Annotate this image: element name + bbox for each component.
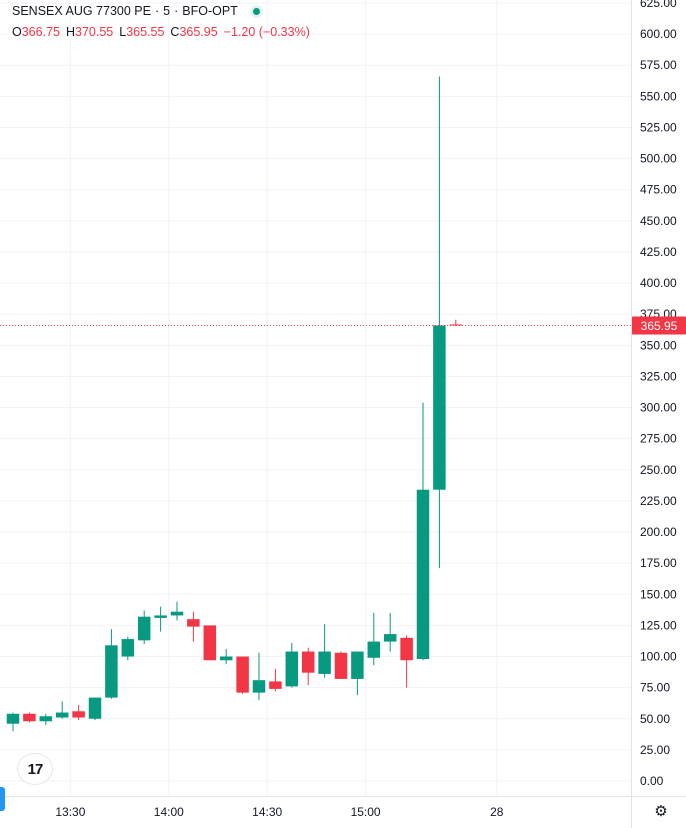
candle-body (39, 716, 53, 722)
candle-body (252, 680, 266, 693)
last-price-label: 365.95 (641, 319, 678, 333)
candle-body (121, 639, 135, 657)
price-tick-label: 475.00 (640, 183, 677, 197)
price-tick-label: 425.00 (640, 245, 677, 259)
price-tick-label: 75.00 (640, 681, 670, 695)
price-tick-label: 150.00 (640, 587, 677, 601)
legend-separator: · (174, 4, 179, 18)
price-tick-label: 50.00 (640, 712, 670, 726)
price-tick-label: 200.00 (640, 525, 677, 539)
candle-body (383, 634, 397, 642)
tradingview-logo-icon[interactable]: 17 (18, 754, 52, 784)
price-tick-label: 500.00 (640, 152, 677, 166)
price-tick-label: 250.00 (640, 463, 677, 477)
time-tick-label: 15:00 (351, 805, 381, 819)
candle-body (301, 651, 315, 673)
candle-body (137, 616, 151, 641)
time-tick-label: 14:00 (154, 805, 184, 819)
price-tick-label: 450.00 (640, 214, 677, 228)
candle-body (6, 713, 20, 724)
price-tick-label: 0.00 (640, 774, 664, 788)
price-tick-label: 125.00 (640, 618, 677, 632)
candle-body (219, 656, 233, 661)
price-tick-label: 300.00 (640, 401, 677, 415)
time-tick-label: 14:30 (252, 805, 282, 819)
candle-body (72, 711, 85, 718)
price-tick-label: 325.00 (640, 369, 677, 383)
price-tick-label: 350.00 (640, 338, 677, 352)
price-tick-label: 625.00 (640, 0, 677, 10)
candle-body (449, 324, 463, 326)
ohlc-high: H370.55 (65, 25, 114, 39)
last-price-badge (632, 316, 686, 335)
candle-body (351, 651, 364, 679)
price-tick-label: 175.00 (640, 556, 677, 570)
price-tick-label: 525.00 (640, 120, 677, 134)
time-tick-label: 28 (490, 805, 504, 819)
ohlc-close: C365.95 (170, 25, 218, 39)
price-change: −1.20 (−0.33%) (223, 25, 310, 39)
candle-body (23, 713, 36, 722)
candle-body (105, 645, 118, 698)
candle-body (170, 611, 184, 616)
price-tick-label: 100.00 (640, 650, 677, 664)
price-tick-label: 550.00 (640, 89, 677, 103)
exchange-label: BFO-OPT (182, 4, 238, 18)
candle-body (203, 625, 217, 661)
left-panel-handle[interactable] (0, 787, 5, 811)
candle-body (269, 681, 282, 689)
legend-separator: · (154, 4, 160, 18)
price-tick-label: 25.00 (640, 743, 670, 757)
candle-body (285, 651, 299, 687)
candle-body (154, 615, 167, 618)
price-tick-label: 225.00 (640, 494, 677, 508)
candle-body (187, 619, 200, 627)
candle-body (334, 652, 348, 679)
candle-body (318, 651, 331, 674)
candle-body (55, 712, 69, 718)
price-tick-label: 600.00 (640, 27, 677, 41)
price-tick-label: 575.00 (640, 58, 677, 72)
candle-body (433, 325, 446, 490)
ohlc-low: L365.55 (119, 25, 165, 39)
price-tick-label: 400.00 (640, 276, 677, 290)
interval-label[interactable]: 5 (163, 4, 171, 18)
candle-body (88, 697, 102, 719)
symbol-legend: SENSEX AUG 77300 PE · 5 · BFO-OPT O366.7… (12, 4, 310, 39)
symbol-name[interactable]: SENSEX AUG 77300 PE (12, 4, 151, 18)
time-tick-label: 13:30 (55, 805, 85, 819)
candle-body (416, 489, 430, 660)
candle-body (236, 656, 249, 693)
candle-body (367, 641, 381, 658)
gear-icon[interactable]: ⚙ (654, 803, 668, 820)
candle-body (400, 637, 413, 661)
price-tick-label: 275.00 (640, 432, 677, 446)
ohlc-open: O366.75 (12, 25, 60, 39)
market-status-icon[interactable] (249, 4, 263, 18)
